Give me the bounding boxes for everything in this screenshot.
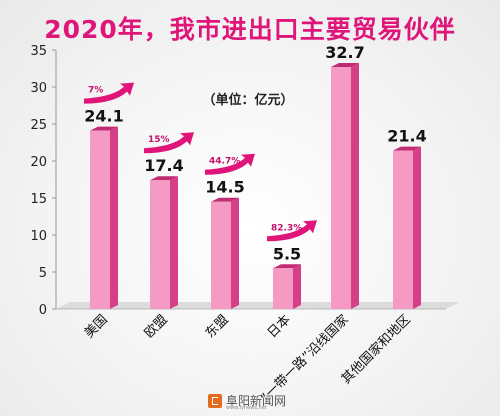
growth-arrow: 82.3%	[267, 220, 317, 242]
watermark-url: www.fynews.net	[226, 405, 267, 411]
bar: 32.7	[325, 43, 365, 310]
bar-value-label: 14.5	[205, 178, 244, 197]
unit-label: （单位：亿元）	[202, 92, 293, 108]
bar-top	[211, 197, 239, 202]
bar-front	[150, 180, 170, 309]
bar-side	[170, 176, 178, 309]
x-tick-label: 日本	[265, 312, 294, 341]
bar-top	[90, 126, 118, 131]
growth-arrow-icon	[144, 132, 194, 154]
bar: 14.5 44.7%	[205, 153, 255, 309]
x-tick-label: 东盟	[203, 312, 232, 341]
bar-top	[150, 176, 178, 181]
bar-side	[351, 63, 359, 309]
bar-top	[331, 63, 359, 68]
growth-arrow: 15%	[144, 132, 194, 154]
y-tick-label: 10	[30, 229, 47, 244]
bar-value-label: 32.7	[325, 43, 364, 62]
y-tick-label: 35	[30, 44, 47, 59]
bar-value-label: 17.4	[144, 156, 183, 175]
bar-side	[413, 146, 421, 309]
bar-value-label: 5.5	[273, 244, 301, 263]
x-tick-label: 欧盟	[142, 312, 171, 341]
y-tick-label: 0	[39, 303, 47, 318]
bar-side	[231, 197, 239, 309]
bar-front	[90, 130, 110, 309]
growth-arrow-icon	[84, 82, 134, 104]
growth-arrow-icon	[205, 153, 255, 175]
bar-top	[393, 146, 421, 151]
bar-value-label: 21.4	[387, 127, 426, 146]
bar-side	[293, 264, 301, 309]
bar-value-label: 24.1	[84, 107, 123, 126]
watermark-name: 阜阳新闻网	[226, 394, 287, 408]
growth-label: 44.7%	[209, 157, 240, 167]
bar: 17.4 15%	[144, 132, 194, 309]
bar: 5.5 82.3%	[267, 220, 317, 309]
bar-side	[110, 126, 118, 309]
bar: 24.1 7%	[84, 82, 134, 309]
growth-label: 7%	[88, 86, 103, 96]
growth-label: 82.3%	[271, 223, 302, 233]
bar-front	[273, 268, 293, 309]
watermark: 阜阳新闻网 www.fynews.net	[208, 392, 287, 411]
watermark-logo-icon	[208, 393, 222, 408]
growth-arrow: 44.7%	[205, 153, 255, 175]
y-tick-label: 15	[30, 192, 47, 207]
growth-arrow: 7%	[84, 82, 134, 104]
y-tick-label: 20	[30, 155, 47, 170]
y-tick-label: 5	[39, 266, 47, 281]
y-tick-label: 25	[30, 118, 47, 133]
x-tick-label: 美国	[82, 312, 111, 341]
bar-front	[211, 201, 231, 309]
growth-label: 15%	[148, 135, 170, 145]
growth-arrow-icon	[267, 220, 317, 242]
y-tick-label: 30	[30, 81, 47, 96]
bar-top	[273, 264, 301, 269]
chart-title: 2020年，我市进出口主要贸易伙伴	[44, 15, 456, 44]
bar: 21.4	[387, 127, 427, 309]
y-axis: 0 5 10 15 20 25 30 35	[30, 44, 57, 318]
bars: 24.1 7% 17.4 15% 14.5 44.7% 5.5 82.3% 32.7 21.4	[56, 43, 460, 310]
bar-front	[393, 150, 413, 309]
bar-front	[331, 67, 351, 310]
